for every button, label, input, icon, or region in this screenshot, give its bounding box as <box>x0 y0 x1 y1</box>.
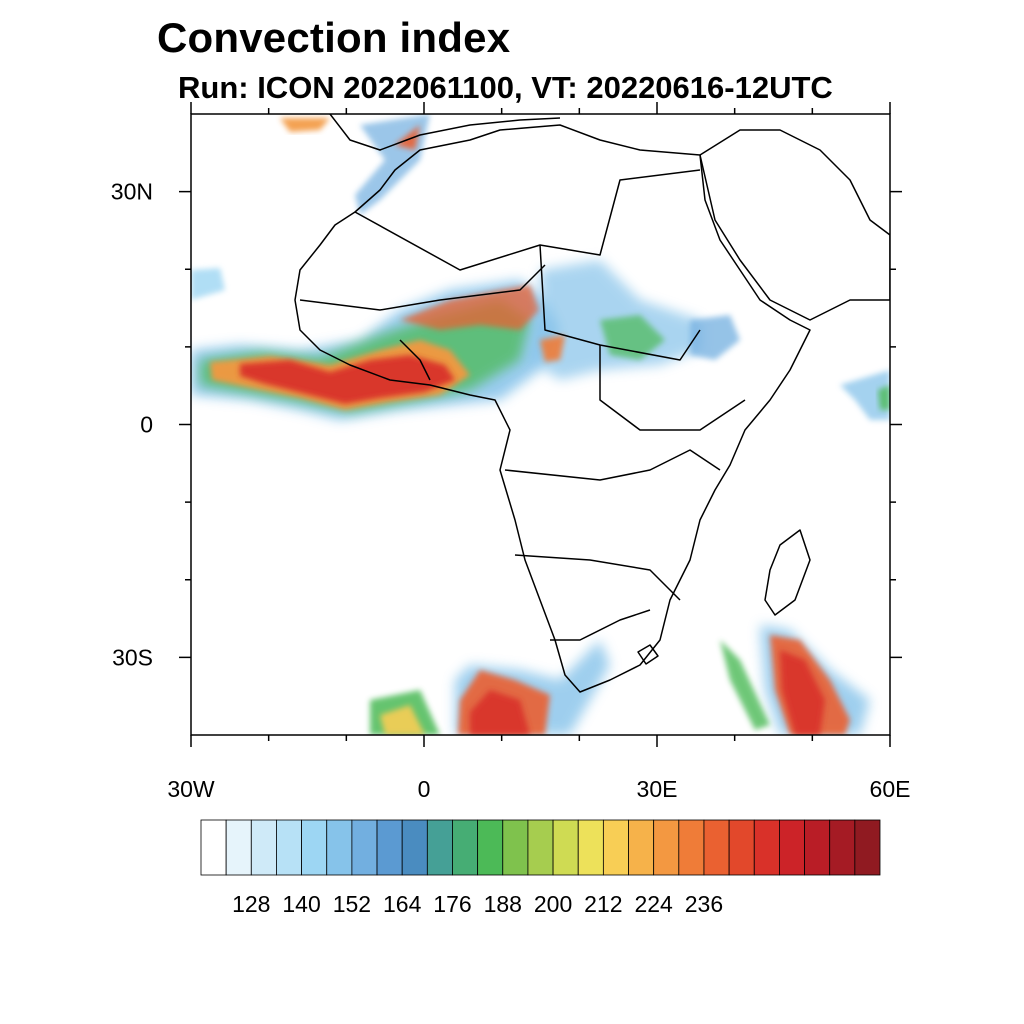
chart-title: Convection index <box>157 14 511 61</box>
lon-tick-label: 0 <box>418 776 431 802</box>
colorbar-swatch <box>301 819 328 876</box>
colorbar-label: 140 <box>282 891 320 917</box>
colorbar-swatch <box>452 819 479 876</box>
colorbar-swatch <box>552 819 579 876</box>
colorbar-swatch <box>753 819 780 876</box>
border-segment-7 <box>599 345 746 431</box>
colorbar-swatch <box>577 819 604 876</box>
convection-north-band <box>280 118 330 132</box>
colorbar-label: 236 <box>685 891 723 917</box>
colorbar-swatch <box>854 819 881 876</box>
convection-north-band-3 <box>395 125 420 150</box>
colorbar-swatch <box>200 819 227 876</box>
colorbar-swatch <box>351 819 378 876</box>
border-segment-1 <box>354 169 701 271</box>
lat-tick-label: 0 <box>140 412 153 438</box>
colorbar-label: 164 <box>383 891 422 917</box>
border-segment-5 <box>514 554 681 601</box>
axis-ticks <box>179 102 902 747</box>
colorbar-swatch <box>779 819 805 876</box>
convection-atlantic-red <box>240 355 455 404</box>
colorbar-swatch <box>250 819 277 876</box>
colorbar-label: 152 <box>333 891 371 917</box>
africa-coastline <box>294 124 811 693</box>
colorbar-label: 224 <box>634 891 673 917</box>
lat-tick-label: 30N <box>111 179 153 205</box>
colorbar-swatch <box>653 819 680 876</box>
colorbar-label: 128 <box>232 891 270 917</box>
convection-arabian-core <box>878 385 890 410</box>
arabia-coastline <box>699 129 890 321</box>
convection-south-atlantic-red <box>470 690 530 735</box>
colorbar-swatch <box>804 819 831 876</box>
lon-tick-label: 30E <box>637 776 678 802</box>
colorbar-swatch <box>829 819 856 876</box>
colorbar-label: 188 <box>484 891 522 917</box>
convection-west-atlantic <box>191 268 225 300</box>
map-panel <box>191 114 890 735</box>
coastlines <box>294 114 890 693</box>
convection-sahel <box>400 285 540 330</box>
axis-tick-labels: 30W 0 30E 60E 30N 0 30S <box>111 179 911 802</box>
border-segment-2 <box>299 264 546 311</box>
colorbar-swatch <box>602 819 629 876</box>
convection-chad-hot <box>540 335 565 362</box>
colorbar-swatch <box>376 819 403 876</box>
lat-tick-label: 30S <box>112 644 153 670</box>
convection-indian-ocean-streak <box>720 640 770 730</box>
colorbar-swatch <box>225 819 252 876</box>
convection-southwest-core <box>380 705 425 735</box>
chart-subtitle: Run: ICON 2022061100, VT: 20220616-12UTC <box>178 70 833 105</box>
lon-tick-label: 60E <box>870 776 911 802</box>
colorbar-swatch <box>276 819 302 876</box>
lesotho <box>637 644 659 665</box>
colorbar-swatch <box>527 819 554 876</box>
colorbar-labels: 128 140 152 164 176 188 200 212 224 236 <box>232 891 723 917</box>
colorbar-swatch <box>703 819 730 876</box>
border-segment-6 <box>550 609 651 641</box>
convection-indian-ocean-red <box>780 650 825 735</box>
colorbar-swatch <box>401 819 428 876</box>
lon-tick-label: 30W <box>167 776 215 802</box>
convection-ethiopia <box>690 315 740 360</box>
colorbar-label: 176 <box>433 891 471 917</box>
colorbar-swatch <box>426 819 453 876</box>
colorbar-swatch <box>628 819 655 876</box>
colorbar-swatch <box>477 819 504 876</box>
colorbar-label: 212 <box>584 891 622 917</box>
border-segment-4 <box>504 449 721 481</box>
iberia-europe-coast <box>329 114 561 151</box>
colorbar-swatch <box>728 819 755 876</box>
colorbar-swatch <box>678 819 705 876</box>
convection-arabian-sea <box>840 370 890 420</box>
colorbar-swatch <box>502 819 529 876</box>
colorbar-swatch <box>326 819 353 876</box>
madagascar-coastline <box>764 529 811 616</box>
colorbar <box>200 819 881 876</box>
colorbar-label: 200 <box>534 891 572 917</box>
border-segment-8 <box>399 339 431 381</box>
